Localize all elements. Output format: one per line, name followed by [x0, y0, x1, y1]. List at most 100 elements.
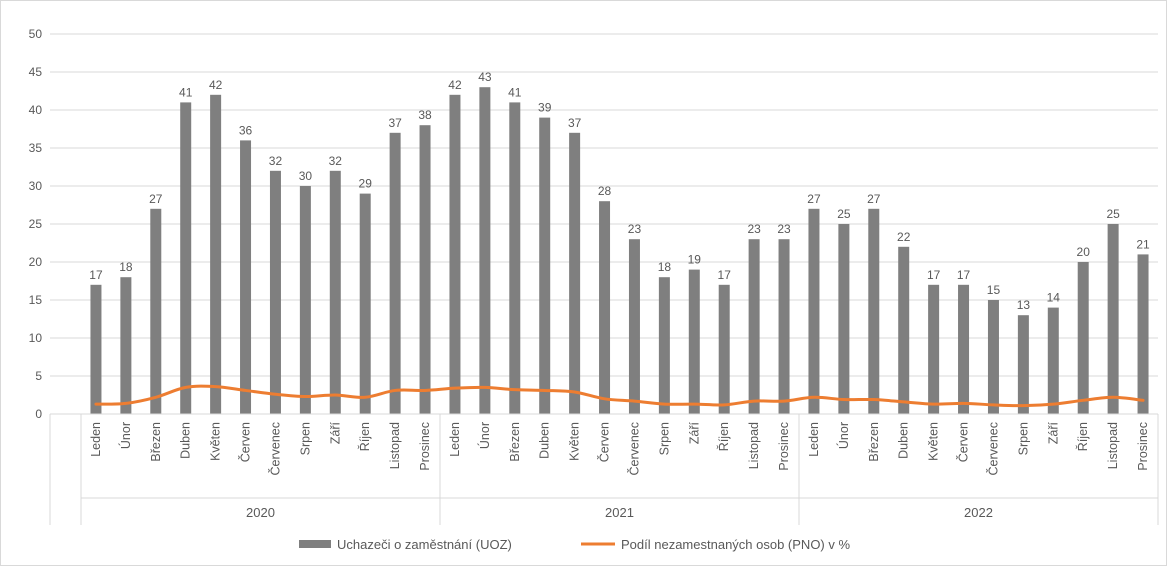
bar [658, 277, 670, 414]
bar-data-label: 14 [1047, 291, 1061, 305]
bar [838, 224, 850, 414]
bar [748, 239, 760, 414]
bar [359, 193, 371, 414]
bar [718, 284, 730, 414]
x-tick-label: Duben [897, 422, 911, 459]
bar-data-label: 27 [867, 192, 881, 206]
x-tick-label: Březen [149, 422, 163, 462]
bar-data-label: 25 [1106, 207, 1120, 221]
x-tick-label: Srpen [298, 422, 312, 455]
bar-data-label: 23 [747, 222, 761, 236]
x-tick-label: Červen [956, 422, 971, 462]
x-group-label: 2020 [246, 505, 275, 520]
bar [569, 132, 581, 415]
bar [180, 102, 192, 415]
x-tick-label: Leden [89, 422, 103, 457]
bar-data-label: 27 [149, 192, 163, 206]
x-tick-label: Únor [477, 422, 492, 449]
bar-data-label: 41 [508, 85, 522, 99]
x-tick-label: Říjen [716, 422, 731, 451]
x-tick-label: Srpen [1016, 422, 1030, 455]
legend-swatch-uoz [299, 540, 331, 548]
x-tick-label: Září [1046, 421, 1060, 444]
bar-data-label: 30 [299, 169, 313, 183]
x-tick-label: Červenec [267, 422, 282, 476]
x-tick-label: Únor [836, 422, 851, 449]
bar [1047, 307, 1059, 414]
bar-data-label: 18 [658, 260, 672, 274]
y-tick-label: 25 [29, 217, 43, 231]
x-tick-label: Leden [807, 422, 821, 457]
bar-data-label: 32 [269, 154, 283, 168]
bar [150, 208, 162, 414]
bar-data-label: 43 [478, 70, 492, 84]
bar [120, 277, 132, 414]
bar [539, 117, 551, 414]
bar [778, 239, 790, 414]
x-tick-label: Září [328, 421, 342, 444]
bar [329, 170, 341, 414]
x-tick-label: Září [687, 421, 701, 444]
bar-data-label: 17 [718, 268, 732, 282]
x-group-label: 2021 [605, 505, 634, 520]
legend: Uchazeči o zaměstnání (UOZ) Podíl nezame… [299, 537, 850, 552]
bar-data-label: 17 [957, 268, 971, 282]
y-tick-label: 10 [29, 331, 43, 345]
x-tick-label: Listopad [388, 422, 402, 469]
bar [1107, 224, 1119, 414]
bar-data-label: 42 [448, 78, 462, 92]
legend-label-uoz: Uchazeči o zaměstnání (UOZ) [337, 537, 512, 552]
x-axis: Leden Únor Březen Duben Květen Červen Červenec… [49, 413, 1159, 525]
bar-data-label: 18 [119, 260, 133, 274]
y-tick-label: 20 [29, 255, 43, 269]
bar [868, 208, 880, 414]
x-tick-label: Prosinec [1136, 422, 1150, 471]
y-tick-label: 50 [29, 27, 43, 41]
bar [240, 140, 252, 414]
x-tick-label: Únor [118, 422, 133, 449]
bar [419, 125, 431, 414]
bar [599, 201, 611, 414]
y-tick-label: 5 [35, 369, 42, 383]
bar-data-label: 39 [538, 101, 552, 115]
bar-series [90, 87, 1149, 415]
bar-data-label: 29 [359, 177, 373, 191]
bar [509, 102, 521, 415]
bar-data-label: 32 [329, 154, 343, 168]
y-tick-label: 15 [29, 293, 43, 307]
y-axis: 0 5 10 15 20 25 30 35 40 45 50 [29, 27, 43, 421]
bar [688, 269, 700, 414]
x-tick-label: Červenec [985, 422, 1000, 476]
bar [928, 284, 940, 414]
bar [898, 246, 910, 414]
bar-data-label: 25 [837, 207, 851, 221]
bar [389, 132, 401, 415]
x-tick-label: Prosinec [418, 422, 432, 471]
bar-data-label: 23 [777, 222, 791, 236]
bar [987, 300, 999, 414]
bar [479, 87, 491, 414]
x-tick-label: Květen [927, 422, 941, 461]
bar [269, 170, 281, 414]
x-tick-label: Červen [238, 422, 253, 462]
y-tick-label: 45 [29, 65, 43, 79]
bar [1077, 262, 1089, 414]
x-tick-label: Listopad [1106, 422, 1120, 469]
bar-data-label: 28 [598, 184, 612, 198]
bar-data-labels: 17 18 27 41 42 36 32 30 32 29 37 38 42 43 41 39 37 28 23 18… [89, 70, 1150, 312]
bar-data-label: 17 [927, 268, 941, 282]
pno-line [94, 384, 1145, 408]
bar [1017, 315, 1029, 414]
bar-data-label: 21 [1136, 237, 1150, 251]
bar-data-label: 19 [688, 253, 702, 267]
bar-data-label: 27 [807, 192, 821, 206]
bar [210, 94, 222, 415]
y-tick-label: 35 [29, 141, 43, 155]
bar-data-label: 38 [418, 108, 432, 122]
bar-data-label: 22 [897, 230, 911, 244]
x-tick-label: Květen [568, 422, 582, 461]
bar-data-label: 13 [1017, 298, 1031, 312]
x-tick-label: Duben [179, 422, 193, 459]
